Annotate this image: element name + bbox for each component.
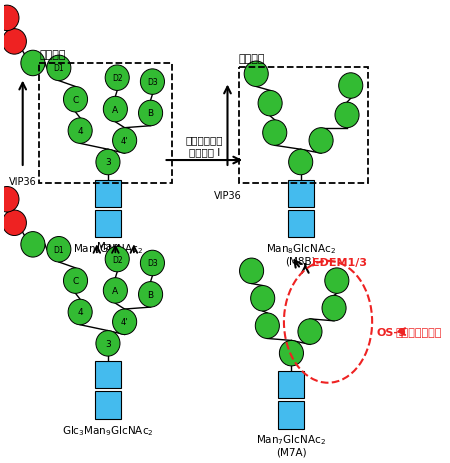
Text: 4': 4' bbox=[121, 137, 128, 145]
Text: A: A bbox=[112, 105, 118, 114]
Text: 3: 3 bbox=[105, 339, 111, 348]
Circle shape bbox=[258, 91, 282, 117]
Circle shape bbox=[68, 300, 92, 325]
Text: D1: D1 bbox=[54, 64, 64, 73]
Text: ゴルジ体: ゴルジ体 bbox=[238, 54, 265, 64]
Text: EDEM1/3: EDEM1/3 bbox=[312, 258, 367, 268]
Circle shape bbox=[139, 282, 162, 307]
Text: Man$_8$GlcNAc$_2$: Man$_8$GlcNAc$_2$ bbox=[266, 242, 336, 256]
Circle shape bbox=[244, 62, 268, 88]
Bar bbox=[288, 211, 314, 238]
Text: D1: D1 bbox=[54, 245, 64, 254]
Circle shape bbox=[47, 56, 71, 81]
Circle shape bbox=[251, 286, 275, 311]
Circle shape bbox=[325, 268, 349, 294]
Text: 4: 4 bbox=[77, 127, 83, 136]
Text: Man$_9$GlcNAc$_2$: Man$_9$GlcNAc$_2$ bbox=[73, 242, 143, 256]
Text: Glc$_3$Man$_9$GlcNAc$_2$: Glc$_3$Man$_9$GlcNAc$_2$ bbox=[62, 423, 154, 437]
Text: B: B bbox=[148, 290, 153, 299]
Bar bbox=[95, 180, 121, 207]
Bar bbox=[95, 361, 121, 388]
Circle shape bbox=[96, 150, 120, 175]
Text: C: C bbox=[72, 276, 79, 286]
Circle shape bbox=[47, 237, 71, 263]
Text: D2: D2 bbox=[112, 74, 122, 83]
Circle shape bbox=[0, 6, 19, 31]
Circle shape bbox=[21, 232, 45, 257]
Circle shape bbox=[21, 51, 45, 76]
Text: OS-9: OS-9 bbox=[377, 327, 407, 337]
Text: D2: D2 bbox=[112, 255, 122, 264]
Circle shape bbox=[96, 331, 120, 357]
Bar bbox=[95, 211, 121, 238]
Bar bbox=[40, 64, 172, 183]
Circle shape bbox=[309, 128, 333, 154]
Circle shape bbox=[112, 309, 137, 335]
Circle shape bbox=[112, 128, 137, 154]
Circle shape bbox=[2, 211, 27, 236]
Circle shape bbox=[104, 97, 127, 123]
Text: VIP36: VIP36 bbox=[9, 176, 36, 186]
Text: 3: 3 bbox=[105, 158, 111, 167]
Circle shape bbox=[288, 150, 313, 175]
Text: Man$_7$GlcNAc$_2$: Man$_7$GlcNAc$_2$ bbox=[256, 432, 326, 446]
Text: 分解（細胞質）: 分解（細胞質） bbox=[395, 327, 441, 337]
Circle shape bbox=[298, 319, 322, 344]
Circle shape bbox=[63, 268, 88, 294]
Text: A: A bbox=[112, 286, 118, 295]
Bar bbox=[238, 68, 369, 183]
Bar bbox=[288, 180, 314, 207]
Text: ゴルジ体: ゴルジ体 bbox=[40, 50, 66, 60]
Text: (M8B): (M8B) bbox=[285, 256, 316, 266]
Circle shape bbox=[140, 70, 165, 95]
Circle shape bbox=[105, 66, 129, 91]
Text: Man: Man bbox=[97, 242, 119, 252]
Circle shape bbox=[263, 120, 287, 146]
Circle shape bbox=[239, 258, 264, 284]
Text: D3: D3 bbox=[147, 78, 158, 87]
Circle shape bbox=[104, 278, 127, 304]
Circle shape bbox=[68, 119, 92, 144]
Circle shape bbox=[105, 247, 129, 272]
Bar bbox=[279, 371, 304, 398]
Circle shape bbox=[255, 313, 279, 339]
Text: 小胞体マンノ
シダーゼ I: 小胞体マンノ シダーゼ I bbox=[185, 135, 223, 157]
Circle shape bbox=[335, 103, 359, 128]
Bar bbox=[95, 392, 121, 419]
Text: 4: 4 bbox=[77, 308, 83, 317]
Bar bbox=[279, 401, 304, 429]
Circle shape bbox=[0, 187, 19, 213]
Text: VIP36: VIP36 bbox=[214, 191, 241, 201]
Circle shape bbox=[322, 296, 346, 321]
Text: D3: D3 bbox=[147, 259, 158, 268]
Circle shape bbox=[339, 74, 363, 99]
Text: C: C bbox=[72, 95, 79, 105]
Text: B: B bbox=[148, 109, 153, 118]
Circle shape bbox=[140, 250, 165, 276]
Circle shape bbox=[2, 30, 27, 55]
Text: 4': 4' bbox=[121, 318, 128, 326]
Circle shape bbox=[63, 88, 88, 113]
Text: (M7A): (M7A) bbox=[276, 446, 307, 457]
Circle shape bbox=[139, 101, 162, 126]
Circle shape bbox=[279, 341, 303, 366]
